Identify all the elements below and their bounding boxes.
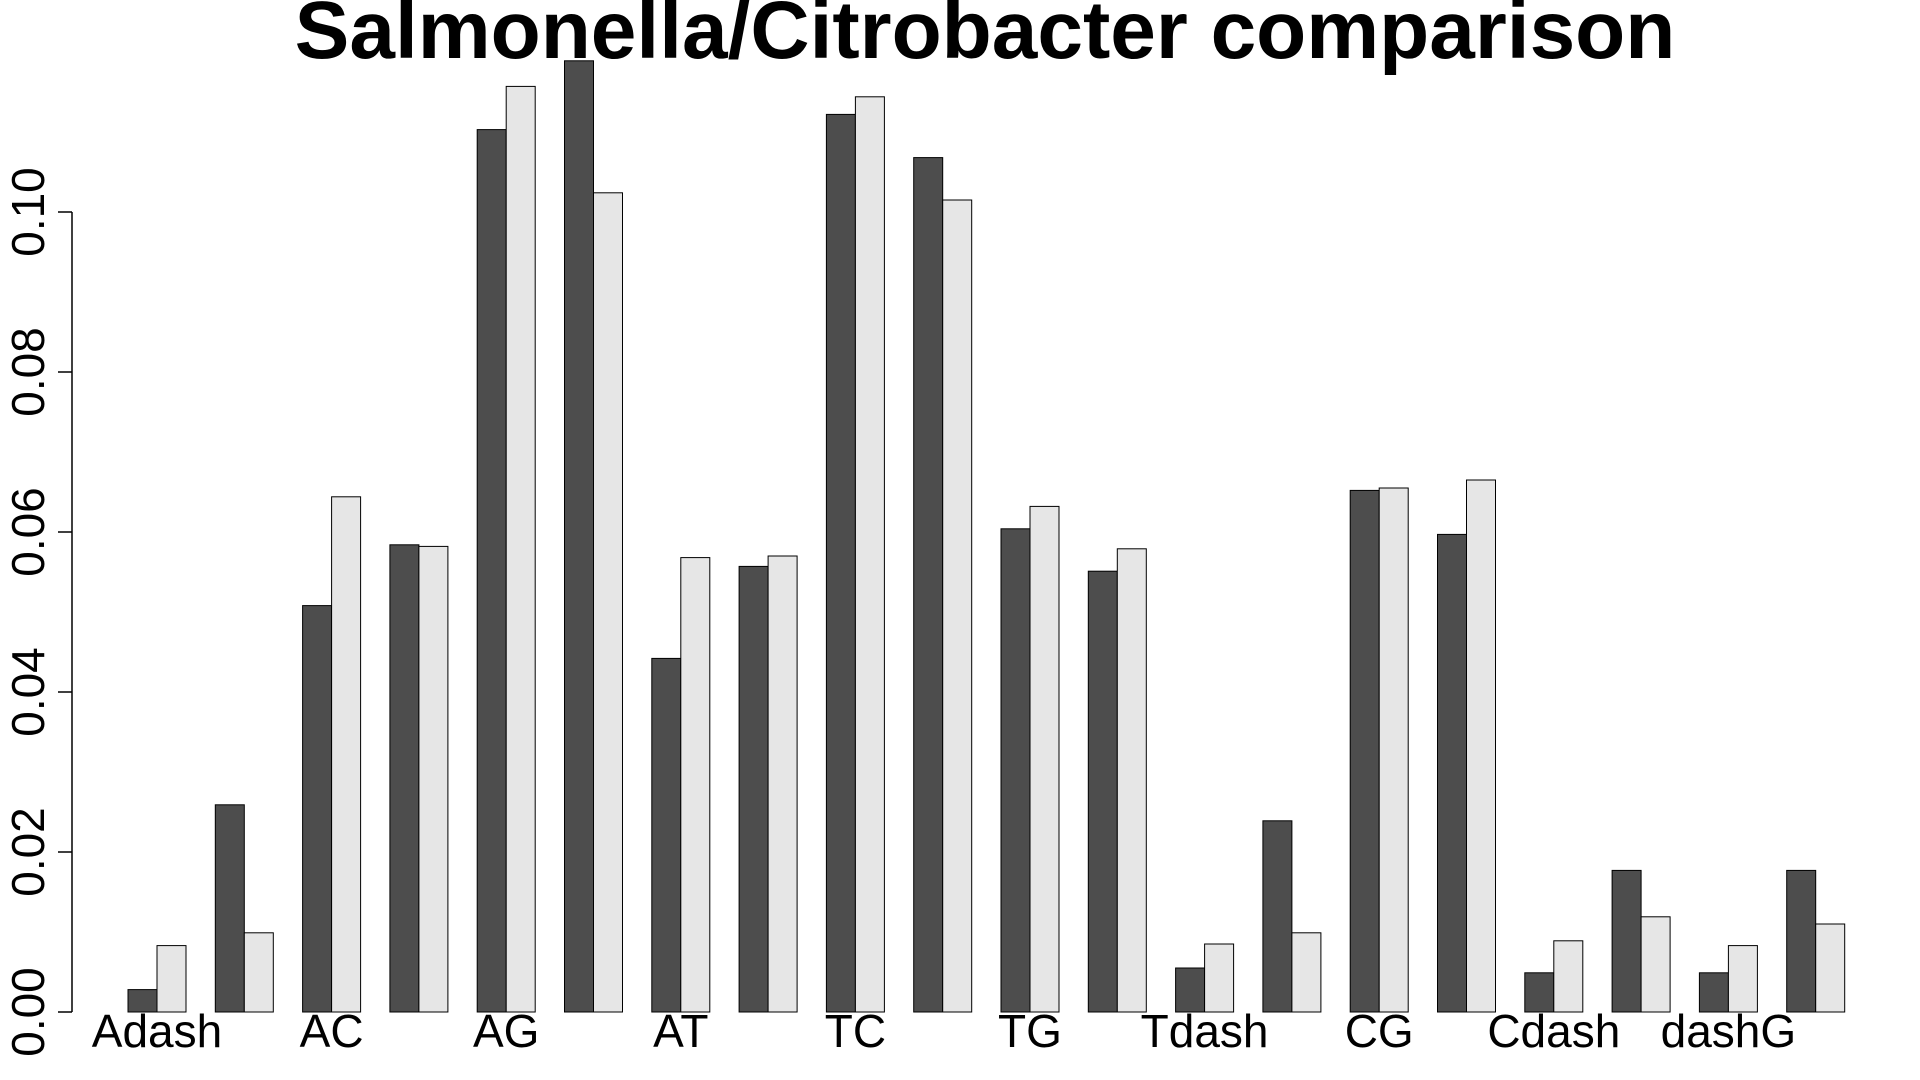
bar-series-1 (302, 605, 333, 1013)
bar-series-1 (1000, 528, 1031, 1013)
bar-series-2 (156, 945, 187, 1013)
y-tick-label: 0.10 (2, 167, 54, 257)
y-tick-label: 0.06 (2, 487, 54, 577)
y-tick-label: 0.08 (2, 327, 54, 417)
bar-series-2 (854, 96, 885, 1013)
bar-series-1 (738, 565, 769, 1013)
bar-series-2 (1378, 487, 1409, 1013)
bar-series-1 (825, 113, 856, 1013)
bar-series-1 (476, 129, 507, 1013)
y-axis: 0.00 0.02 0.04 0.06 0.08 0.10 (2, 167, 73, 1057)
x-category-label: Tdash (1141, 1005, 1269, 1057)
y-tick-label: 0.02 (2, 807, 54, 897)
x-category-label: CG (1345, 1005, 1414, 1057)
bar-series-2 (1553, 940, 1584, 1013)
x-category-label: Adash (92, 1005, 222, 1057)
bar-series-2 (1640, 916, 1671, 1013)
bar-series-2 (1116, 548, 1147, 1013)
x-category-label: TG (998, 1005, 1062, 1057)
bar-series-1 (214, 804, 245, 1013)
bar-series-1 (1349, 489, 1380, 1013)
x-category-label: dashG (1661, 1005, 1797, 1057)
bar-series-2 (505, 85, 536, 1013)
bar-series-2 (1727, 945, 1758, 1013)
bar-series-1 (1262, 820, 1293, 1013)
y-tick-label: 0.04 (2, 647, 54, 737)
bar-series-1 (1698, 972, 1729, 1013)
bar-series-1 (1437, 533, 1467, 1013)
bar-series-1 (389, 544, 420, 1013)
bar-series-2 (1029, 505, 1060, 1013)
bars-group (127, 60, 1846, 1013)
bar-series-2 (1466, 479, 1496, 1013)
bar-series-1 (651, 657, 682, 1013)
bar-series-1 (1524, 972, 1555, 1013)
bar-series-2 (767, 555, 798, 1013)
x-category-label: TC (825, 1005, 886, 1057)
bar-series-2 (1291, 932, 1322, 1013)
bar-series-2 (418, 545, 449, 1013)
x-category-label: AC (300, 1005, 364, 1057)
bar-series-2 (1204, 943, 1235, 1013)
y-tick-label: 0.00 (2, 967, 54, 1057)
bar-series-1 (913, 157, 944, 1013)
x-category-label: AT (653, 1005, 708, 1057)
chart-title: Salmonella/Citrobacter comparison (295, 0, 1676, 76)
x-axis-labels: Adash AC AG AT TC TG Tdash CG Cdash dashG (92, 1005, 1796, 1057)
bar-series-2 (1815, 923, 1846, 1013)
bar-series-1 (564, 60, 594, 1013)
bar-series-2 (331, 496, 362, 1013)
bar-series-2 (680, 557, 711, 1013)
bar-series-2 (593, 192, 623, 1013)
bar-series-2 (942, 199, 973, 1013)
x-category-label: AG (473, 1005, 539, 1057)
bar-series-1 (1087, 570, 1118, 1013)
x-category-label: Cdash (1487, 1005, 1620, 1057)
bar-series-2 (243, 932, 274, 1013)
bar-series-1 (1786, 869, 1817, 1013)
bar-series-1 (1611, 869, 1642, 1013)
